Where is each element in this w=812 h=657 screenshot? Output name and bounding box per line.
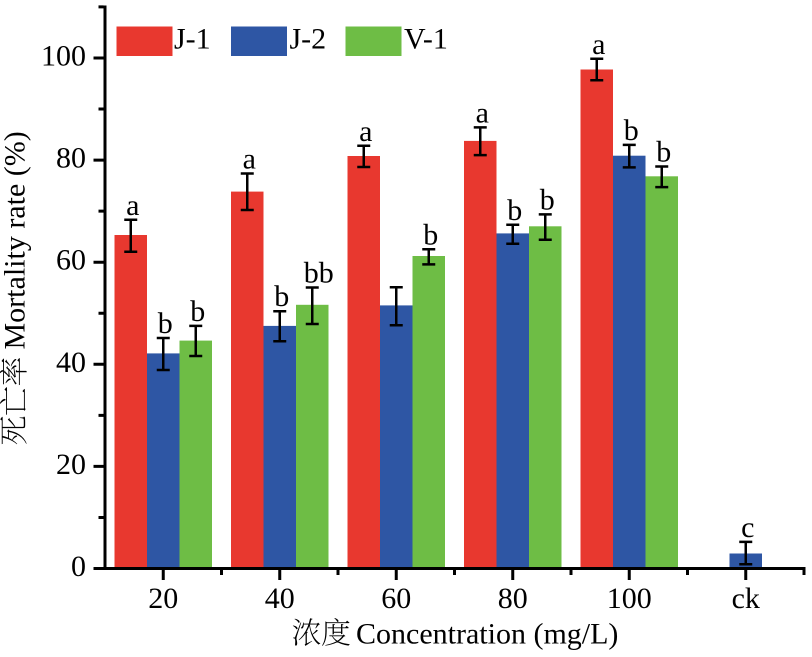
svg-text:a: a	[592, 28, 605, 61]
svg-text:V-1: V-1	[404, 23, 448, 56]
svg-text:60: 60	[381, 582, 411, 615]
svg-text:a: a	[243, 143, 256, 176]
svg-text:c: c	[741, 511, 754, 544]
svg-text:b: b	[540, 184, 555, 217]
svg-text:80: 80	[56, 142, 86, 175]
svg-text:bb: bb	[304, 257, 334, 290]
svg-text:60: 60	[56, 244, 86, 277]
svg-text:0: 0	[71, 550, 86, 583]
svg-text:b: b	[656, 136, 671, 169]
svg-text:J-2: J-2	[290, 23, 327, 56]
svg-text:100: 100	[607, 582, 652, 615]
svg-text:100: 100	[41, 40, 86, 73]
svg-text:b: b	[507, 194, 522, 227]
svg-text:ck: ck	[732, 582, 760, 615]
svg-text:Mortality rate (%): Mortality rate (%)	[0, 131, 32, 349]
svg-text:b: b	[190, 295, 205, 328]
svg-text:J-1: J-1	[174, 23, 211, 56]
svg-text:a: a	[476, 97, 489, 130]
svg-text:a: a	[359, 115, 372, 148]
svg-text:40: 40	[56, 346, 86, 379]
svg-text:20: 20	[148, 582, 178, 615]
svg-text:b: b	[624, 114, 639, 147]
svg-text:b: b	[274, 280, 289, 313]
svg-text:b: b	[158, 307, 173, 340]
svg-text:a: a	[126, 189, 139, 222]
svg-text:80: 80	[498, 582, 528, 615]
svg-text:20: 20	[56, 448, 86, 481]
svg-text:Concentration (mg/L): Concentration (mg/L)	[356, 618, 618, 651]
svg-text:40: 40	[265, 582, 295, 615]
svg-text:b: b	[423, 219, 438, 252]
